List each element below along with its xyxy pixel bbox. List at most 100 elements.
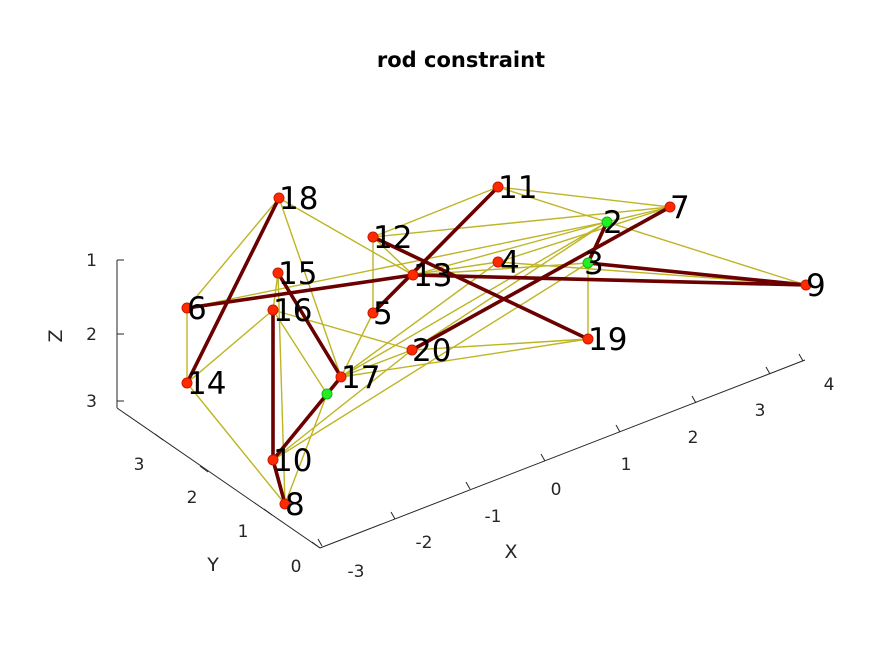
x-tick-label: 4 bbox=[824, 375, 835, 395]
z-tick-label: 1 bbox=[86, 251, 97, 271]
node-marker-3 bbox=[582, 257, 594, 269]
node-label-16: 16 bbox=[273, 293, 312, 329]
link-edge bbox=[606, 206, 671, 223]
y-tick-label: 3 bbox=[134, 455, 145, 475]
node-label-13: 13 bbox=[413, 258, 452, 294]
x-tick-label: -3 bbox=[348, 562, 365, 582]
rod-edge bbox=[411, 273, 808, 287]
link-edge bbox=[272, 309, 413, 351]
link-edge bbox=[372, 186, 499, 238]
node-marker-6 bbox=[181, 302, 193, 314]
link-edge bbox=[272, 272, 279, 311]
link-edge bbox=[497, 186, 608, 223]
link-edge bbox=[372, 236, 414, 276]
link-edge bbox=[372, 206, 671, 238]
rod-edge bbox=[586, 220, 609, 265]
node-marker-4 bbox=[492, 256, 504, 268]
x-tick-label: -1 bbox=[485, 507, 502, 527]
rod-edge bbox=[185, 273, 415, 310]
link-edge bbox=[278, 197, 342, 378]
z-tick-label: 2 bbox=[86, 325, 97, 345]
node-label-19: 19 bbox=[588, 322, 627, 358]
x-tick-mark bbox=[317, 538, 323, 547]
node-label-7: 7 bbox=[670, 190, 690, 226]
node-marker-10 bbox=[267, 454, 279, 466]
node-label-20: 20 bbox=[412, 333, 451, 369]
rod-edge bbox=[586, 261, 808, 287]
node-marker-15 bbox=[272, 267, 284, 279]
node-label-3: 3 bbox=[584, 246, 604, 282]
node-marker-20 bbox=[406, 344, 418, 356]
node-marker-7 bbox=[664, 201, 676, 213]
node-marker-13 bbox=[407, 269, 419, 281]
link-edge bbox=[411, 338, 589, 351]
node-marker-18 bbox=[273, 192, 285, 204]
node-marker-g1 bbox=[321, 388, 333, 400]
x-axis-line bbox=[319, 359, 806, 549]
x-tick-label: 1 bbox=[621, 455, 632, 475]
rod-edge bbox=[371, 185, 500, 315]
node-marker-12 bbox=[367, 231, 379, 243]
link-edge bbox=[497, 206, 671, 263]
x-axis-label: X bbox=[504, 541, 517, 563]
x-tick-label: 2 bbox=[688, 428, 699, 448]
x-tick-mark bbox=[615, 424, 621, 433]
link-edge bbox=[412, 221, 608, 276]
node-label-8: 8 bbox=[285, 487, 305, 523]
link-edge bbox=[340, 261, 499, 378]
node-label-11: 11 bbox=[498, 170, 537, 206]
link-edge bbox=[186, 309, 274, 384]
node-marker-17 bbox=[335, 371, 347, 383]
link-edge bbox=[340, 312, 374, 378]
x-tick-label: 3 bbox=[755, 401, 766, 421]
x-tick-mark bbox=[765, 366, 771, 375]
node-label-12: 12 bbox=[373, 220, 412, 256]
z-tick-label: 3 bbox=[86, 392, 97, 412]
node-marker-11 bbox=[492, 181, 504, 193]
link-edge bbox=[272, 262, 589, 461]
rod-edge bbox=[276, 271, 343, 379]
link-edge bbox=[411, 221, 608, 351]
x-tick-mark bbox=[540, 453, 546, 462]
x-tick-label: -2 bbox=[416, 533, 433, 553]
link-edge bbox=[412, 262, 589, 276]
node-label-15: 15 bbox=[278, 256, 317, 292]
y-tick-mark bbox=[311, 541, 321, 549]
rod-edge bbox=[185, 196, 281, 385]
y-tick-mark bbox=[263, 508, 273, 516]
x-tick-mark bbox=[691, 395, 697, 404]
z-axis-label: Z bbox=[45, 329, 67, 342]
node-marker-19 bbox=[582, 333, 594, 345]
link-edge bbox=[340, 338, 589, 378]
node-label-2: 2 bbox=[603, 205, 623, 241]
link-edge bbox=[186, 382, 286, 505]
y-tick-label: 2 bbox=[187, 488, 198, 508]
node-label-10: 10 bbox=[273, 443, 312, 479]
rod-edge bbox=[271, 458, 287, 506]
node-label-14: 14 bbox=[187, 366, 226, 402]
y-tick-mark bbox=[154, 433, 164, 441]
axes-box: 1 2 3 0 1 2 3 -3 -2 -1 0 1 2 3 4 bbox=[86, 251, 834, 582]
node-label-6: 6 bbox=[187, 291, 207, 327]
y-tick-label: 1 bbox=[238, 522, 249, 542]
link-edge bbox=[284, 393, 328, 505]
node-label-4: 4 bbox=[500, 245, 520, 281]
rod-edge bbox=[371, 235, 590, 341]
x-tick-mark bbox=[465, 481, 471, 490]
chart-title: rod constraint bbox=[377, 48, 545, 72]
link-edge bbox=[340, 221, 608, 378]
x-tick-label: 0 bbox=[551, 480, 562, 500]
x-tick-mark bbox=[390, 511, 396, 520]
link-edge bbox=[606, 221, 807, 286]
y-tick-label: 0 bbox=[291, 557, 302, 577]
nodes bbox=[181, 181, 812, 510]
node-marker-5 bbox=[367, 307, 379, 319]
link-edge bbox=[278, 197, 414, 276]
node-marker-14 bbox=[181, 377, 193, 389]
y-tick-mark bbox=[199, 465, 209, 473]
link-edge bbox=[497, 186, 671, 208]
node-label-18: 18 bbox=[279, 181, 318, 217]
node-marker-16 bbox=[267, 304, 279, 316]
